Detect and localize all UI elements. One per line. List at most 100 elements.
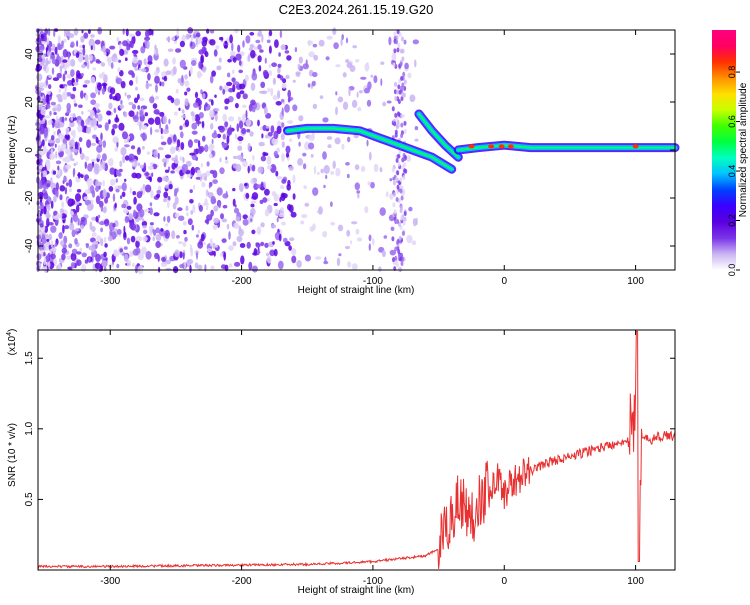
spectrogram-cell	[357, 107, 362, 112]
spectrogram-cell	[102, 45, 106, 53]
snr-x-label: Height of straight line (km)	[298, 585, 415, 596]
spectrogram-cell	[281, 193, 288, 199]
spectrogram-cell	[403, 211, 407, 217]
spectrogram-cell	[50, 148, 53, 154]
spectrogram-cell	[202, 36, 208, 43]
spectrogram-cell	[322, 151, 327, 160]
spectrogram-cell	[123, 111, 128, 118]
spectrogram-cell	[78, 104, 83, 108]
spectrogram-cell	[237, 44, 241, 53]
spectrogram-cell	[222, 193, 229, 199]
spectrogram-cell	[397, 153, 401, 159]
spectrogram-cell	[74, 103, 78, 107]
spectrogram-cell	[81, 72, 84, 77]
spectrogram-cell	[193, 139, 199, 143]
spectrogram-cell	[208, 183, 211, 189]
spectrogram-cell	[228, 245, 234, 251]
spectrogram-cell	[173, 134, 177, 143]
spectrogram-cell	[116, 263, 120, 269]
spectrogram-cell	[52, 120, 55, 129]
spectrogram-cell	[312, 103, 318, 110]
spectrogram-cell	[186, 174, 192, 178]
spectrogram-cell	[124, 92, 127, 97]
spectrogram-cell	[250, 200, 257, 204]
spectrogram-cell	[210, 29, 215, 34]
snr-x-ticks: -300 -200 -100 0 100	[100, 330, 644, 587]
spectrogram-cell	[145, 250, 152, 260]
snr-x-tick-label: -300	[100, 576, 120, 587]
spectrogram-cell	[202, 202, 209, 206]
spectrogram-cell	[268, 70, 273, 76]
spectrogram-cell	[153, 212, 160, 217]
spectrogram-cell	[113, 107, 117, 114]
spectrogram-cell	[147, 61, 153, 65]
spectrogram-cell	[171, 157, 176, 162]
spectrogram-cell	[210, 209, 214, 217]
spectrogram-cell	[264, 188, 270, 196]
spectrogram-cell	[285, 152, 290, 158]
spectrogram-cell	[51, 58, 56, 65]
spectrogram-cell	[395, 197, 399, 202]
spectrogram-cell	[370, 74, 374, 78]
spectrogram-cell	[198, 112, 204, 119]
spectrogram-cell	[391, 167, 395, 173]
spectrogram-cell	[251, 265, 258, 273]
spectrogram-cell	[286, 55, 292, 61]
spectrogram-cell	[147, 73, 151, 81]
spectrogram-cell	[397, 42, 401, 48]
spectrogram-cell	[128, 157, 133, 161]
spectrogram-cell	[52, 107, 57, 112]
spectrogram-cell	[150, 190, 154, 199]
spectrogram-cell	[262, 69, 269, 77]
spectrogram-cell	[273, 202, 278, 207]
spectrogram-cell	[344, 245, 351, 250]
spectrogram-cell	[266, 165, 272, 170]
spectrogram-cell	[190, 210, 194, 215]
spectrogram-cell	[124, 144, 130, 148]
spectrogram-cell	[73, 27, 79, 36]
colorbar-tick-label: 0.2	[727, 214, 737, 227]
spectrogram-cell	[354, 182, 360, 191]
spectrogram-cell	[156, 189, 161, 194]
spectrogram-cell	[232, 57, 237, 63]
spectrogram-cell	[280, 75, 284, 81]
spectrogram-cell	[274, 39, 279, 48]
spectrogram-cell	[201, 181, 206, 188]
spectrogram-cell	[226, 81, 233, 87]
spectrogram-cell	[104, 162, 108, 172]
spectrogram-cell	[91, 232, 97, 237]
spectrogram-cell	[396, 219, 400, 225]
spectrogram-cell	[284, 104, 290, 113]
spectrogram-cell	[53, 112, 57, 115]
spectrogram-cell	[184, 74, 188, 80]
spectrogram-cell	[239, 243, 246, 248]
spectrogram-cell	[280, 185, 285, 190]
spectrogram-cell	[167, 199, 170, 209]
spectrogram-cell	[155, 227, 160, 234]
spectrogram-cell	[43, 246, 46, 252]
spectrogram-cell	[399, 177, 403, 183]
spectrogram-cell	[39, 223, 44, 228]
spectrogram-cell	[36, 104, 42, 111]
spectrogram-cell	[271, 137, 279, 146]
spectrogram-cell	[141, 133, 148, 141]
spectrogram-cell	[190, 166, 196, 176]
spectrogram-cell	[274, 208, 280, 217]
spectrogram-cell	[302, 163, 307, 170]
spectrogram-cell	[79, 44, 83, 49]
spectrogram-cell	[167, 136, 172, 145]
spectrogram-cell	[414, 126, 419, 131]
spectrogram-cell	[226, 135, 230, 144]
spectrogram-cell	[121, 203, 127, 209]
colorbar-tick-label: 0.6	[727, 115, 737, 128]
spectrogram-cell	[189, 199, 194, 204]
spectrogram-cell	[142, 236, 148, 242]
spectrogram-cell	[302, 63, 309, 70]
spectrogram-cell	[248, 103, 253, 112]
snr-y-scale-prefix: (x10	[7, 335, 18, 355]
spectrogram-cell	[290, 211, 297, 218]
spectrogram-cell	[242, 214, 248, 220]
spectrogram-cell	[400, 122, 404, 128]
spectrogram-cell	[206, 161, 210, 167]
spectrogram-cell	[154, 70, 159, 77]
